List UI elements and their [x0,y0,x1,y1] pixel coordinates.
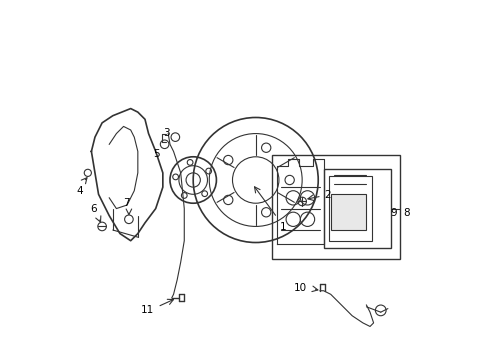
Text: 10: 10 [294,283,307,293]
Bar [323,169,392,248]
Bar [272,155,400,258]
Text: 5: 5 [153,149,160,159]
Text: 6: 6 [91,204,98,214]
Text: 3: 3 [164,128,170,138]
Bar [329,176,372,241]
Text: 7: 7 [123,198,129,208]
Text: 2: 2 [325,190,331,200]
Text: 11: 11 [141,305,154,315]
Text: 1: 1 [280,222,286,232]
Text: 9: 9 [391,208,397,218]
Bar [331,194,367,230]
Text: 8: 8 [403,208,410,218]
Text: 4: 4 [76,186,83,197]
